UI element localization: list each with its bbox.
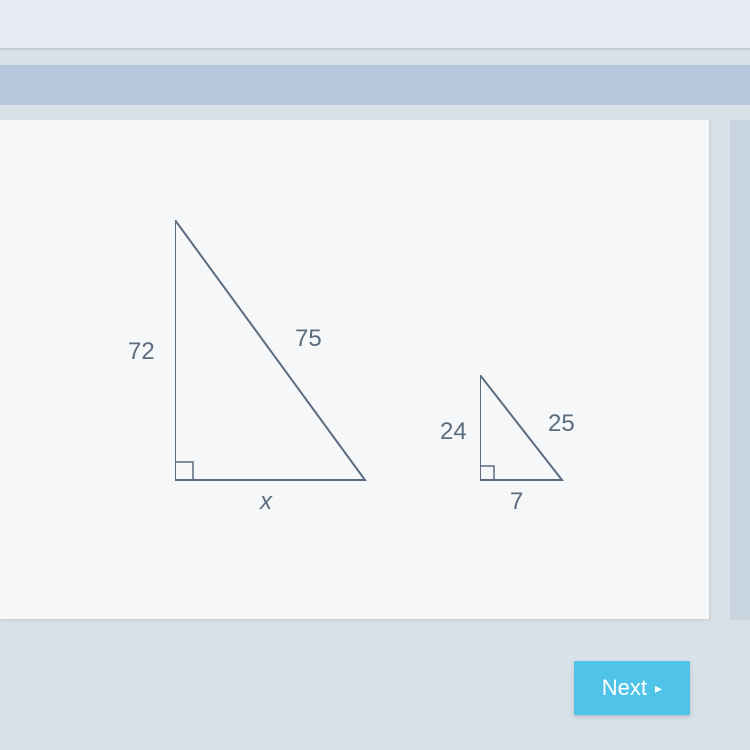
small-hypotenuse-label: 25 (548, 410, 575, 438)
chevron-right-icon: ▸ (655, 680, 662, 697)
large-hypotenuse-label: 75 (295, 325, 322, 353)
secondary-bar (0, 65, 750, 105)
next-button-label: Next (602, 675, 647, 701)
small-base-label: 7 (510, 488, 523, 516)
right-edge-strip (730, 120, 750, 620)
large-triangle (175, 220, 375, 490)
content-panel: 72 75 x 24 25 7 (0, 120, 710, 620)
large-height-label: 72 (128, 338, 155, 366)
diagram-container: 72 75 x 24 25 7 (0, 120, 709, 619)
next-button[interactable]: Next ▸ (574, 661, 690, 715)
large-base-label: x (260, 488, 272, 516)
top-bar (0, 0, 750, 50)
small-height-label: 24 (440, 418, 467, 446)
